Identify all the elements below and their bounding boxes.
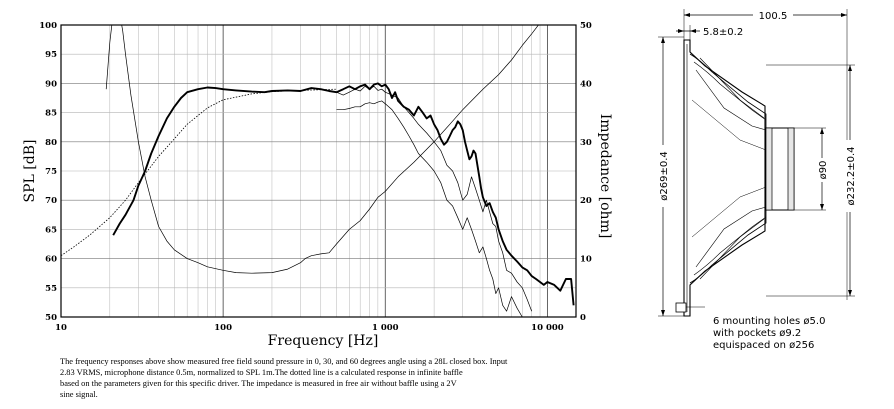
- magnet-back-plate: [787, 127, 795, 211]
- caption-line-1: The frequency responses above show measu…: [60, 357, 508, 366]
- x-tick-label: 100: [214, 323, 232, 333]
- arrow: [678, 29, 684, 33]
- frequency-response-chart: 10 100 1 000 10 000 50 55 60 65 70 75 80 85 90 95 100 0…: [22, 21, 613, 349]
- arrow: [684, 13, 690, 17]
- y-tick-label: 65: [45, 225, 57, 235]
- series-spl_60deg: [336, 100, 523, 317]
- dim-basket-bg: [655, 145, 671, 207]
- y-tick-label: 85: [45, 109, 57, 119]
- y-tick-label: 100: [39, 21, 57, 31]
- y2-tick-label: 30: [580, 138, 592, 148]
- series-spl_30deg: [336, 85, 533, 312]
- curves: [61, 25, 575, 317]
- dim-flange-text: 5.8±0.2: [703, 27, 743, 38]
- x-axis-label: Frequency [Hz]: [268, 333, 379, 349]
- y-tick-label: 70: [45, 196, 57, 206]
- y2-tick-label: 10: [580, 255, 592, 265]
- arrow: [841, 13, 847, 17]
- y-axis-label: SPL [dB]: [22, 140, 38, 203]
- series-spl_0deg: [112, 82, 575, 306]
- dim-depth-text: 100.5: [759, 11, 788, 22]
- y-tick-label: 55: [45, 284, 57, 294]
- caption-line-4: sine signal.: [60, 390, 98, 399]
- series-spl_calculated: [61, 88, 337, 257]
- dim-cutout-bg: [843, 140, 857, 212]
- terminal: [675, 302, 687, 313]
- y-tick-label: 95: [45, 50, 57, 60]
- arrow: [848, 290, 852, 296]
- cone-mid: [693, 61, 767, 276]
- dim-basket-text: ø269±0.4: [659, 151, 670, 201]
- x-tick-label: 10 000: [531, 323, 564, 333]
- arrow: [820, 204, 824, 210]
- note-line-3: equispaced on ø256: [713, 340, 814, 351]
- arrow: [848, 65, 852, 71]
- dim-depth-bg: [753, 9, 793, 21]
- y2-tick-label: 50: [580, 21, 592, 31]
- y2-tick-label: 0: [580, 313, 586, 323]
- x-tick-label: 1 000: [372, 323, 399, 333]
- arrow: [690, 29, 696, 33]
- y2-tick-label: 40: [580, 79, 592, 89]
- plot-frame: [60, 24, 577, 318]
- basket-spoke-top: [695, 57, 767, 131]
- y-tick-label: 50: [45, 313, 57, 323]
- series-impedance: [105, 25, 539, 274]
- caption-line-3: based on the parameters given for this s…: [60, 379, 457, 388]
- basket-spoke-bottom: [695, 206, 767, 280]
- y-tick-label: 90: [45, 79, 57, 89]
- note-line-2: with pockets ø9.2: [713, 328, 801, 339]
- driver-dimension-drawing: 100.5 5.8±0.2 ø269±0.4: [655, 9, 857, 351]
- magnet-top-plate: [765, 127, 773, 211]
- y-tick-label: 80: [45, 138, 57, 148]
- dim-magnet-bg: [815, 158, 829, 182]
- figure-caption: The frequency responses above show measu…: [60, 356, 590, 400]
- y2-tick-label: 20: [580, 196, 592, 206]
- arrow: [661, 310, 665, 316]
- dim-cutout-text: ø232.2±0.4: [846, 146, 857, 205]
- caption-line-2: 2.83 VRMS, microphone distance 0.5m, nor…: [60, 368, 463, 377]
- dim-magnet-text: ø90: [818, 161, 829, 180]
- y-tick-label: 60: [45, 255, 57, 265]
- grid: [61, 25, 576, 317]
- basket-spoke-mid: [691, 99, 767, 238]
- y2-axis-label: Impedance [ohm]: [597, 114, 613, 239]
- arrow: [820, 128, 824, 134]
- note-line-1: 6 mounting holes ø5.0: [713, 316, 825, 327]
- arrow: [661, 37, 665, 43]
- y-tick-label: 75: [45, 167, 57, 177]
- x-tick-label: 10: [55, 323, 67, 333]
- frame-outline: [683, 39, 766, 317]
- tick-labels: 10 100 1 000 10 000 50 55 60 65 70 75 80 85 90 95 100 0…: [39, 21, 592, 333]
